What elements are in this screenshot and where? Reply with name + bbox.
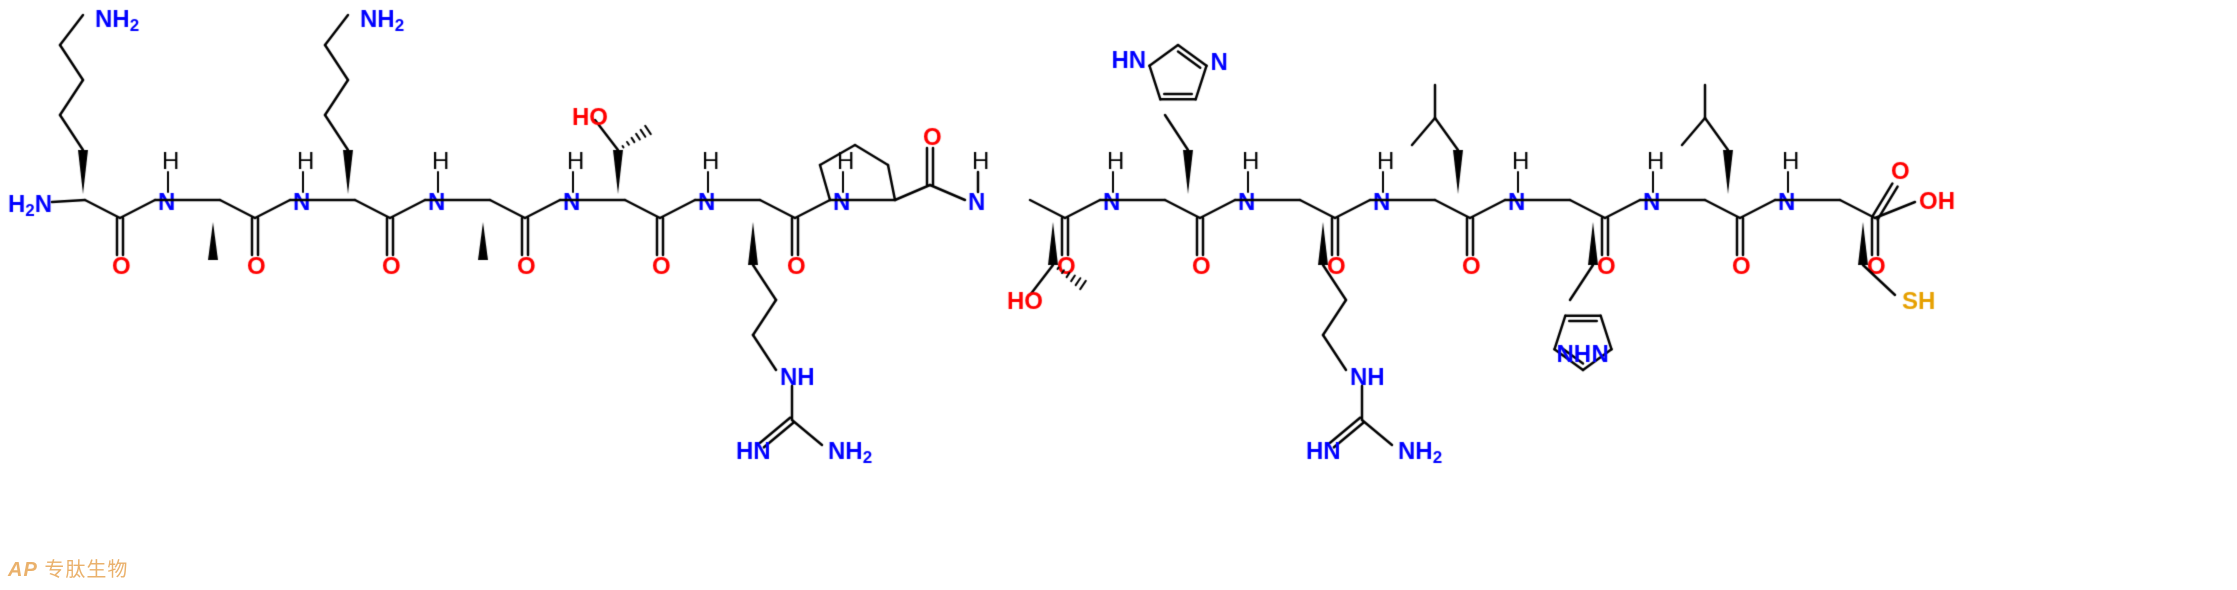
- watermark: AP 专肽生物: [8, 553, 128, 582]
- watermark-logo: AP: [8, 559, 38, 581]
- molecule-canvas: [0, 0, 2237, 590]
- watermark-text: 专肽生物: [44, 559, 128, 581]
